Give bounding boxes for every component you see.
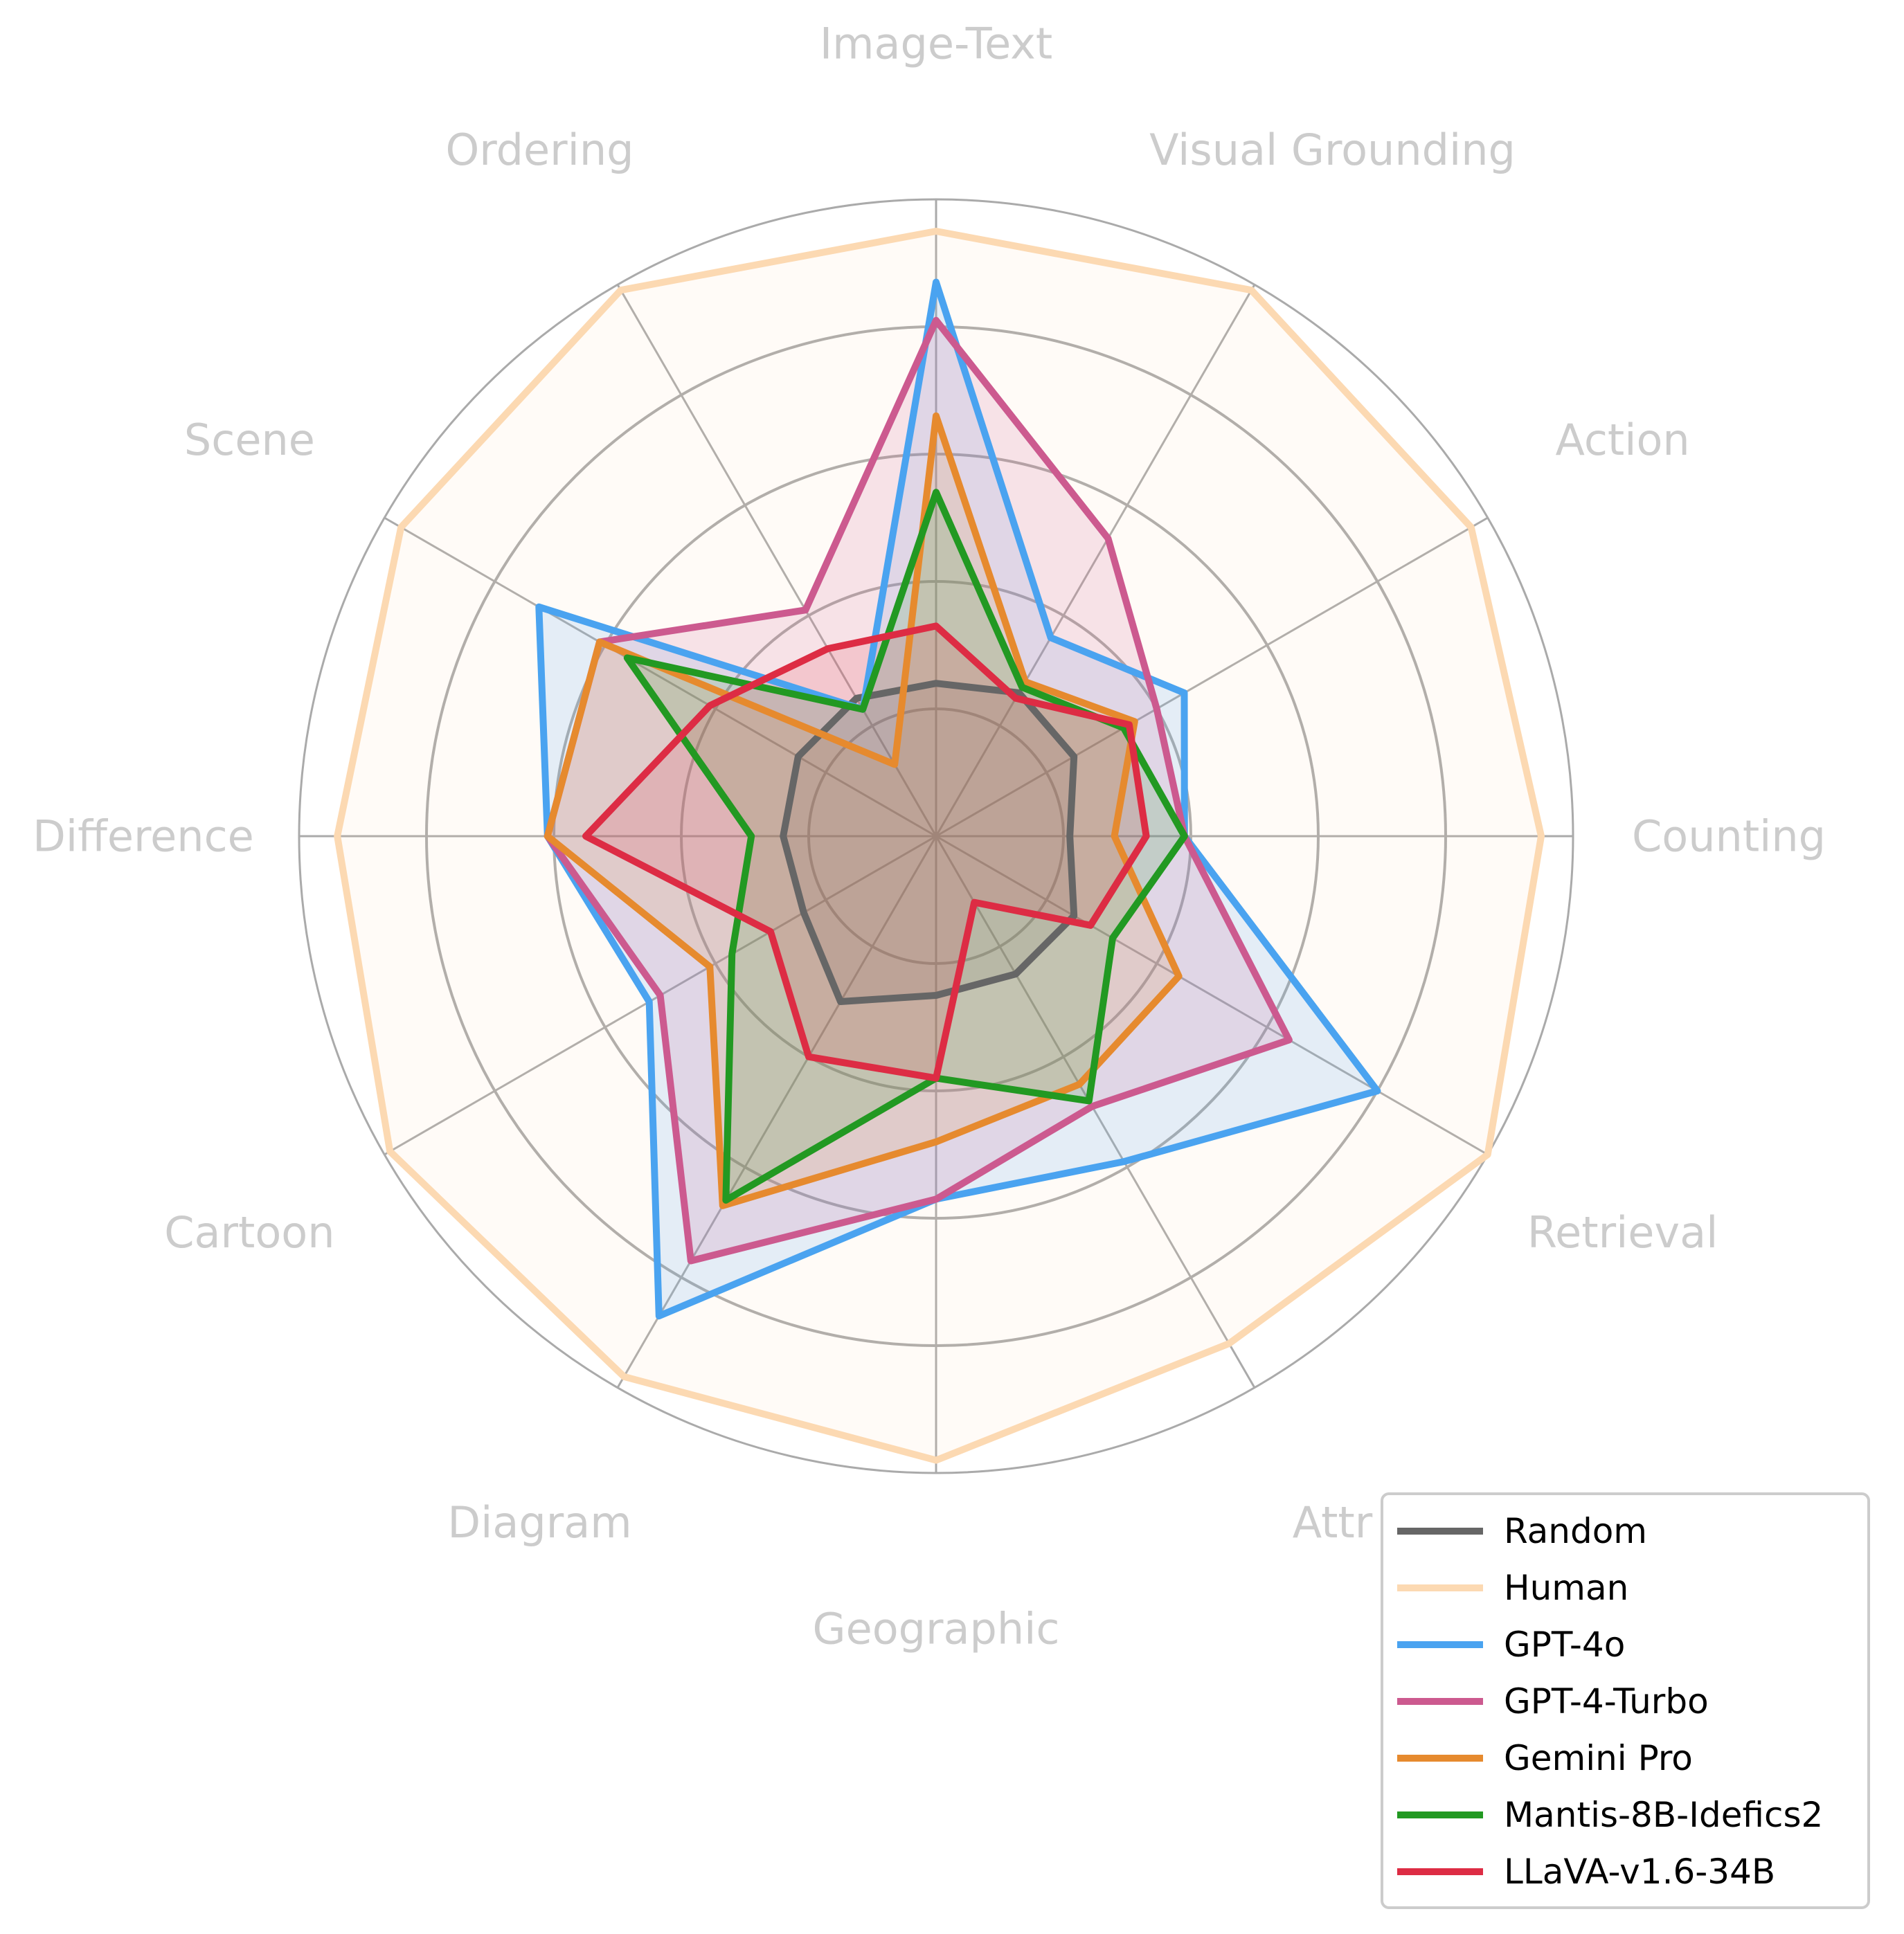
grid-ring-20	[807, 707, 1065, 965]
legend-label-gpt-4o: GPT-4o	[1504, 1625, 1625, 1665]
series-line-gemini-pro	[544, 412, 1183, 1209]
axis-label-diagram: Diagram	[447, 1497, 631, 1548]
series-fill-mantis-8b-idefics2	[627, 492, 1185, 1200]
axis-label-cartoon: Cartoon	[164, 1207, 334, 1258]
series-fill-gemini-pro	[547, 415, 1179, 1206]
legend-label-random: Random	[1504, 1511, 1647, 1551]
legend: Random Human GPT-4o GPT-4-Turbo Gemini Pro Ma…	[1381, 1492, 1870, 1909]
legend-label-gpt-4-turbo: GPT-4-Turbo	[1504, 1681, 1709, 1721]
series-fill-gpt-4o	[539, 282, 1378, 1317]
legend-box	[1381, 1492, 1870, 1909]
series-lines	[334, 228, 1545, 1464]
axis-label-image-text: Image-Text	[820, 19, 1052, 69]
series-line-human	[334, 228, 1545, 1464]
grid	[298, 198, 1574, 1474]
legend-label-gemini-pro: Gemini Pro	[1504, 1738, 1693, 1778]
grid-ring-60	[553, 453, 1320, 1220]
legend-label-mantis-8b-idefics2: Mantis-8B-Idefics2	[1504, 1795, 1823, 1835]
axis-label-geographic: Geographic	[813, 1604, 1060, 1654]
axis-label-action: Action	[1556, 415, 1690, 465]
series-line-random	[780, 680, 1078, 1005]
axis-label-counting: Counting	[1632, 811, 1826, 862]
spoke-scene	[384, 516, 937, 838]
axis-label-scene: Scene	[184, 415, 315, 465]
axis-label-visual-grounding: Visual Grounding	[1149, 125, 1516, 175]
series-fill-random	[783, 683, 1075, 1002]
axis-label-retrieval: Retrieval	[1527, 1207, 1718, 1258]
legend-label-human: Human	[1504, 1568, 1628, 1608]
grid-ring-100	[298, 198, 1574, 1474]
series-line-llava-v1-6-34b	[582, 622, 1150, 1082]
spoke-diagram	[616, 835, 937, 1389]
axis-labels: Image-Text Visual Grounding Action Counting…	[33, 19, 1826, 1654]
series-fills	[337, 231, 1542, 1461]
axis-label-attr: Attr	[1293, 1497, 1373, 1548]
spoke-visual-grounding	[935, 284, 1256, 837]
series-fill-llava-v1-6-34b	[586, 626, 1147, 1078]
spoke-attr	[935, 835, 1256, 1389]
grid-ring-40	[680, 580, 1192, 1092]
series-fill-human	[337, 231, 1542, 1461]
axis-label-difference: Difference	[33, 811, 254, 862]
spoke-ordering	[616, 284, 937, 837]
spoke-retrieval	[935, 835, 1489, 1156]
axis-label-ordering: Ordering	[445, 125, 634, 175]
spoke-action	[935, 516, 1489, 838]
legend-label-llava-v1-6-34b: LLaVA-v1.6-34B	[1504, 1852, 1775, 1892]
